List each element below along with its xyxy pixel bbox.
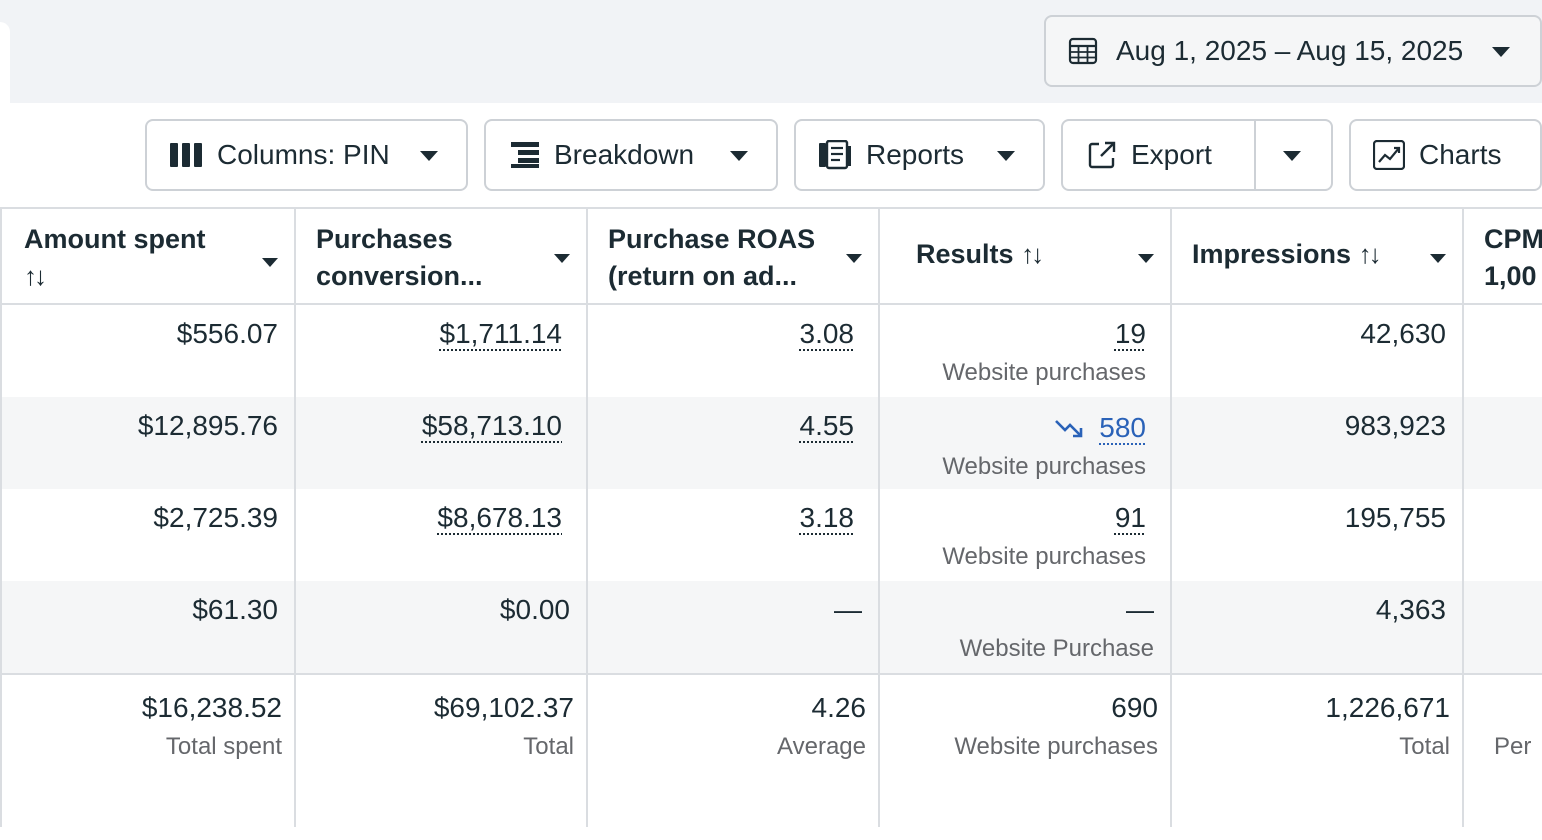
total-cpm-label: Per <box>1494 733 1532 760</box>
export-button[interactable]: Export <box>1061 119 1333 191</box>
export-label: Export <box>1131 139 1212 170</box>
table-top-border <box>0 207 1542 209</box>
columns-button[interactable]: Columns: PIN <box>145 119 468 191</box>
cell-results-label: Website purchases <box>942 543 1146 570</box>
chevron-down-icon <box>420 151 438 161</box>
total-purchases-value: $69,102.37 <box>433 692 574 723</box>
row-bg-2 <box>0 397 1542 489</box>
cell-impressions: 42,630 <box>1360 318 1446 349</box>
chevron-down-icon[interactable] <box>1138 254 1154 263</box>
cell-amount-spent: $2,725.39 <box>153 502 278 533</box>
column-divider[interactable] <box>1170 207 1172 827</box>
charts-button[interactable]: Charts <box>1349 119 1542 191</box>
line-chart-icon <box>1373 140 1405 170</box>
cell-amount-spent: $61.30 <box>192 594 278 625</box>
cell-purchases-value[interactable]: $1,711.14 <box>439 318 563 349</box>
header-impressions[interactable]: Impressions ↑↓ <box>1192 239 1382 269</box>
cell-results[interactable]: 19 <box>1114 318 1146 349</box>
calendar-icon <box>1068 36 1098 66</box>
chevron-down-icon <box>1492 47 1510 57</box>
chevron-down-icon[interactable] <box>554 254 570 263</box>
column-divider[interactable] <box>1462 207 1464 827</box>
row-bg-4 <box>0 581 1542 673</box>
chevron-down-icon[interactable] <box>846 254 862 263</box>
header-purchase-roas[interactable]: Purchase ROAS (return on ad... <box>608 224 816 291</box>
cell-amount-spent: $12,895.76 <box>137 410 278 441</box>
columns-label: Columns: PIN <box>217 139 390 170</box>
chevron-down-icon <box>997 151 1015 161</box>
cell-roas[interactable]: 3.18 <box>799 502 855 533</box>
cell-roas: — <box>834 594 862 625</box>
header-bottom-border <box>0 303 1542 305</box>
header-cpm[interactable]: CPM 1,00 <box>1484 224 1542 291</box>
export-options-chevron-icon[interactable] <box>1283 151 1301 161</box>
cell-impressions: 983,923 <box>1344 410 1446 441</box>
total-roas: 4.26 <box>811 692 867 723</box>
chevron-down-icon[interactable] <box>262 258 278 267</box>
breakdown-label: Breakdown <box>554 139 695 170</box>
header-amount-spent[interactable]: Amount spent ↑↓ <box>24 221 274 295</box>
total-amount-label: Total spent <box>165 733 282 760</box>
reports-label: Reports <box>866 139 965 170</box>
columns-icon <box>169 142 203 168</box>
content-card-edge <box>0 22 10 103</box>
column-divider[interactable] <box>0 207 2 827</box>
column-divider[interactable] <box>294 207 296 827</box>
cell-roas[interactable]: 4.55 <box>799 410 855 441</box>
cell-roas[interactable]: 3.08 <box>799 318 855 349</box>
sort-icon[interactable]: ↑↓ <box>1021 239 1044 269</box>
total-impressions-label: Total <box>1399 733 1450 760</box>
date-range-label: Aug 1, 2025 – Aug 15, 2025 <box>1116 35 1464 66</box>
header-results[interactable]: Results ↑↓ <box>916 239 1044 269</box>
total-amount-spent: $16,238.52 <box>141 692 282 723</box>
cell-results-label: Website Purchase <box>959 635 1154 662</box>
cell-purchases-value: $0.00 <box>499 594 570 625</box>
total-purchases-label: Total <box>523 733 574 760</box>
reports-button[interactable]: Reports <box>794 119 1045 191</box>
charts-label: Charts <box>1419 139 1502 170</box>
breakdown-button[interactable]: Breakdown <box>484 119 778 191</box>
sort-icon[interactable]: ↑↓ <box>1358 239 1382 269</box>
header-purchases-conversion[interactable]: Purchases conversion... <box>316 224 483 291</box>
metrics-table: Amount spent ↑↓ Purchases conversion... … <box>0 207 1542 840</box>
chevron-down-icon[interactable] <box>1430 254 1446 263</box>
cell-results[interactable]: 580 <box>1099 412 1146 443</box>
cell-results: — <box>1126 594 1154 625</box>
cell-results-label: Website purchases <box>942 453 1146 480</box>
cell-purchases-value[interactable]: $58,713.10 <box>421 410 562 441</box>
total-results: 690 <box>1111 692 1158 723</box>
totals-top-border <box>0 673 1542 675</box>
total-roas-label: Average <box>777 733 866 760</box>
cell-impressions: 195,755 <box>1344 502 1446 533</box>
breakdown-icon <box>510 141 540 169</box>
reports-icon <box>818 140 852 170</box>
cell-purchases-value[interactable]: $8,678.13 <box>437 502 562 533</box>
cell-amount-spent: $556.07 <box>176 318 278 349</box>
cell-results-label: Website purchases <box>942 359 1146 386</box>
column-divider[interactable] <box>878 207 880 827</box>
split-divider <box>1254 121 1256 189</box>
export-icon <box>1087 140 1117 170</box>
cell-results[interactable]: 91 <box>1114 502 1146 533</box>
total-results-label: Website purchases <box>954 733 1158 760</box>
cell-impressions: 4,363 <box>1375 594 1446 625</box>
column-divider[interactable] <box>586 207 588 827</box>
trend-down-icon <box>1054 417 1084 444</box>
chevron-down-icon <box>730 151 748 161</box>
date-range-picker[interactable]: Aug 1, 2025 – Aug 15, 2025 <box>1044 15 1542 87</box>
sort-icon[interactable]: ↑↓ <box>24 261 47 291</box>
total-impressions: 1,226,671 <box>1325 692 1450 723</box>
